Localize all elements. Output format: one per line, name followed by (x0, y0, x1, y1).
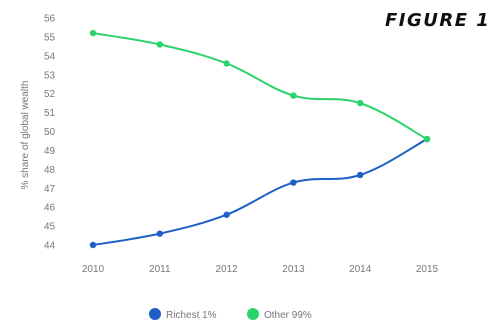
legend: Richest 1% Other 99% (149, 308, 312, 321)
y-axis-label: % share of global wealth (20, 81, 31, 190)
legend-marker (149, 308, 161, 320)
x-tick-label: 2012 (215, 264, 238, 275)
y-tick-label: 51 (44, 108, 56, 119)
y-tick-label: 54 (44, 51, 56, 62)
series-line-0 (92, 138, 428, 246)
x-tick-label: 2014 (349, 264, 372, 275)
data-point (223, 60, 230, 67)
x-tick-label: 2010 (82, 264, 105, 275)
legend-marker (247, 308, 259, 320)
series-line-1 (92, 32, 428, 140)
y-tick-label: 56 (44, 14, 56, 25)
y-tick-label: 50 (44, 127, 56, 138)
data-point (89, 29, 97, 37)
y-tick-label: 55 (44, 32, 56, 43)
x-tick-label: 2013 (282, 264, 305, 275)
data-point (357, 99, 364, 107)
data-point (290, 179, 297, 186)
y-tick-label: 44 (44, 241, 56, 252)
data-point (156, 41, 163, 48)
y-tick-label: 49 (44, 146, 56, 157)
y-tick-label: 52 (44, 89, 56, 100)
x-tick-label: 2011 (149, 264, 171, 275)
data-point (89, 241, 97, 249)
y-tick-label: 53 (44, 70, 56, 81)
data-point (223, 211, 230, 218)
data-point (423, 135, 431, 143)
y-axis-ticks: 56 55 54 53 52 51 50 49 48 47 46 45 44 (44, 14, 56, 252)
figure-label: FIGURE 1 (385, 10, 491, 31)
y-tick-label: 46 (44, 203, 56, 214)
data-point (156, 230, 163, 237)
data-point (290, 92, 297, 99)
y-tick-label: 48 (44, 165, 56, 176)
y-tick-label: 45 (44, 222, 56, 233)
x-tick-label: 2015 (416, 264, 439, 275)
y-tick-label: 47 (44, 184, 56, 195)
legend-label: Other 99% (264, 310, 312, 321)
series-layer (89, 29, 431, 249)
legend-label: Richest 1% (166, 310, 217, 321)
data-point (357, 171, 364, 179)
x-axis-ticks: 2010 2011 2012 2013 2014 2015 (82, 264, 439, 275)
